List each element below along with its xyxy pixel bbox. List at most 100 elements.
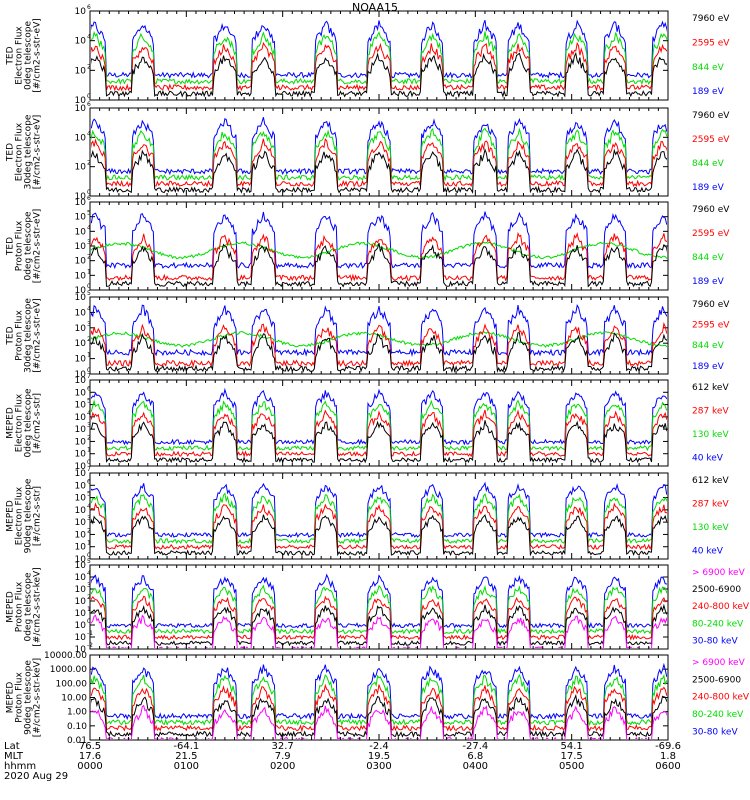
y-tick-label: 10 — [75, 585, 87, 595]
legend-entry: 80-240 keV — [692, 710, 744, 720]
y-axis-label: Proton Flux — [15, 220, 25, 271]
y-tick-label: 10 — [75, 66, 87, 76]
panel-frame — [89, 379, 669, 467]
y-tick-label: 10 — [75, 462, 87, 472]
y-axis-label: MEPED — [6, 500, 16, 532]
y-tick-exponent: 2 — [87, 594, 91, 601]
y-axis-label: TED — [6, 326, 16, 345]
y-tick-exponent: 6 — [87, 195, 91, 202]
y-tick-label: 10 — [75, 425, 87, 435]
legend-entry: 7960 eV — [692, 111, 730, 121]
y-axis-label: Electron Flux — [15, 393, 25, 452]
y-tick-exponent: 3 — [87, 321, 91, 328]
legend-entry: 844 eV — [692, 159, 725, 169]
legend-entry: 80-240 keV — [692, 619, 744, 629]
series-line-189-ev — [91, 117, 667, 176]
x-tick-mlt: 17.5 — [561, 751, 583, 762]
y-tick-label: 10 — [75, 481, 87, 491]
x-tick-hhmm: 0100 — [174, 761, 199, 772]
series-line-30-80-kev — [91, 573, 667, 629]
series-line--6900-kev — [91, 614, 667, 648]
y-tick-exponent: 4 — [87, 305, 91, 312]
y-tick-label: 10 — [75, 621, 87, 631]
y-axis-label: [#/cm2-s-str-keV] — [33, 567, 43, 646]
legend-entry: 40 keV — [692, 546, 724, 556]
x-tick-hhmm: 0500 — [559, 761, 584, 772]
x-tick-lat: 54.1 — [561, 741, 583, 752]
legend-entry: 612 keV — [692, 383, 729, 393]
legend-entry: 130 keV — [692, 430, 729, 440]
y-tick-exponent: 7 — [87, 373, 91, 380]
x-tick-lat: 76.5 — [79, 741, 101, 752]
x-tick-mlt: 1.8 — [660, 751, 676, 762]
y-axis-label: Electron Flux — [15, 26, 25, 85]
y-tick-label: 10 — [75, 633, 87, 643]
legend-entry: 30-80 keV — [692, 636, 738, 646]
series-line-240-800-kev — [91, 595, 667, 641]
y-tick-label: 10 — [75, 645, 87, 655]
y-axis-label: Proton Flux — [15, 310, 25, 361]
y-tick-exponent: 0 — [87, 552, 91, 559]
x-row-label: MLT — [4, 751, 24, 762]
x-row-label: Lat — [4, 741, 20, 752]
legend-entry: 2595 eV — [692, 38, 730, 48]
y-axis-label: TED — [6, 237, 16, 256]
y-tick-exponent: 2 — [87, 336, 91, 343]
series-line-612-kev — [91, 514, 667, 557]
x-tick-lat: -2.4 — [369, 741, 389, 752]
x-tick-mlt: 21.5 — [175, 751, 197, 762]
y-axis-label: [#/cm2-s-str-eV] — [33, 115, 43, 190]
y-tick-label: 0.10 — [67, 722, 87, 732]
series-line-189-ev — [91, 304, 667, 357]
y-tick-label: 10 — [75, 257, 87, 267]
y-tick-label: 10 — [75, 286, 87, 296]
legend-entry: 287 keV — [692, 499, 729, 509]
y-tick-label: 10 — [75, 7, 87, 17]
series-line-189-ev — [91, 211, 667, 270]
x-tick-hhmm: 0000 — [77, 761, 102, 772]
series-line-40-kev — [91, 387, 667, 446]
y-tick-exponent: 1 — [87, 447, 91, 454]
series-line-189-ev — [91, 19, 667, 79]
series-line-2595-ev — [91, 137, 667, 188]
y-axis-label: [#/cm2-s-str] — [33, 486, 43, 546]
y-tick-label: 10000.00 — [44, 651, 87, 661]
y-tick-label: 10 — [75, 530, 87, 540]
series-line-844-ev — [91, 127, 667, 182]
y-tick-label: 10 — [75, 469, 87, 479]
y-tick-label: 10 — [75, 355, 87, 365]
y-tick-exponent: 1 — [87, 540, 91, 547]
y-axis-label: Electron Flux — [15, 122, 25, 181]
y-tick-exponent: 2 — [87, 434, 91, 441]
y-tick-label: 10 — [75, 561, 87, 571]
y-tick-label: 10 — [75, 213, 87, 223]
series-line-2595-ev — [91, 41, 667, 92]
y-tick-exponent: 4 — [87, 130, 91, 137]
y-tick-exponent: 0 — [87, 618, 91, 625]
y-axis-label: 0deg telescope — [24, 211, 34, 281]
y-axis-label: 30deg telescope — [24, 298, 34, 373]
series-line-80-240-kev — [91, 584, 667, 635]
date-label: 2020 Aug 29 — [4, 771, 68, 782]
y-tick-label: 10 — [75, 370, 87, 380]
x-tick-mlt: 7.9 — [275, 751, 291, 762]
y-tick-label: 10 — [75, 413, 87, 423]
legend-entry: 2595 eV — [692, 229, 730, 239]
y-tick-exponent: 3 — [87, 422, 91, 429]
y-tick-label: 10 — [75, 308, 87, 318]
x-row-label: hhmm — [4, 761, 36, 772]
legend-entry: 7960 eV — [692, 14, 730, 24]
y-tick-label: 10 — [75, 104, 87, 114]
series-line-844-ev — [91, 30, 667, 86]
series-line-2500-6900 — [91, 693, 667, 739]
x-tick-mlt: 19.5 — [368, 751, 390, 762]
y-tick-label: 10 — [75, 518, 87, 528]
x-tick-mlt: 17.6 — [79, 751, 101, 762]
series-line-130-kev — [91, 492, 667, 545]
x-tick-hhmm: 0300 — [366, 761, 391, 772]
legend-entry: 30-80 keV — [692, 727, 738, 737]
